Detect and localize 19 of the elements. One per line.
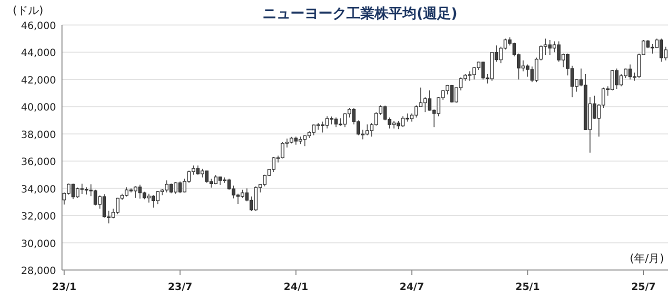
y-tick-label: 44,000	[21, 48, 56, 60]
y-axis-title: (ドル)	[12, 4, 44, 17]
y-tick-label: 40,000	[21, 102, 56, 114]
y-tick-label: 46,000	[21, 21, 56, 32]
y-tick-label: 42,000	[21, 75, 56, 86]
x-tick-label: 25/7	[631, 282, 656, 293]
chart-title: ニューヨーク工業株平均(週足)	[262, 6, 458, 22]
y-tick-label: 28,000	[21, 266, 56, 277]
y-tick-label: 30,000	[21, 238, 56, 250]
y-tick-label: 32,000	[21, 212, 56, 223]
y-tick-label: 36,000	[21, 157, 56, 168]
x-tick-label: 25/1	[515, 282, 540, 293]
y-tick-label: 38,000	[21, 130, 56, 141]
y-tick-label: 34,000	[21, 184, 56, 196]
x-tick-label: 23/1	[52, 282, 77, 293]
x-tick-label: 24/7	[400, 282, 424, 293]
annotation: (年/月)	[630, 252, 664, 265]
x-tick-label: 24/1	[284, 282, 308, 293]
x-tick-label: 23/7	[168, 282, 192, 293]
